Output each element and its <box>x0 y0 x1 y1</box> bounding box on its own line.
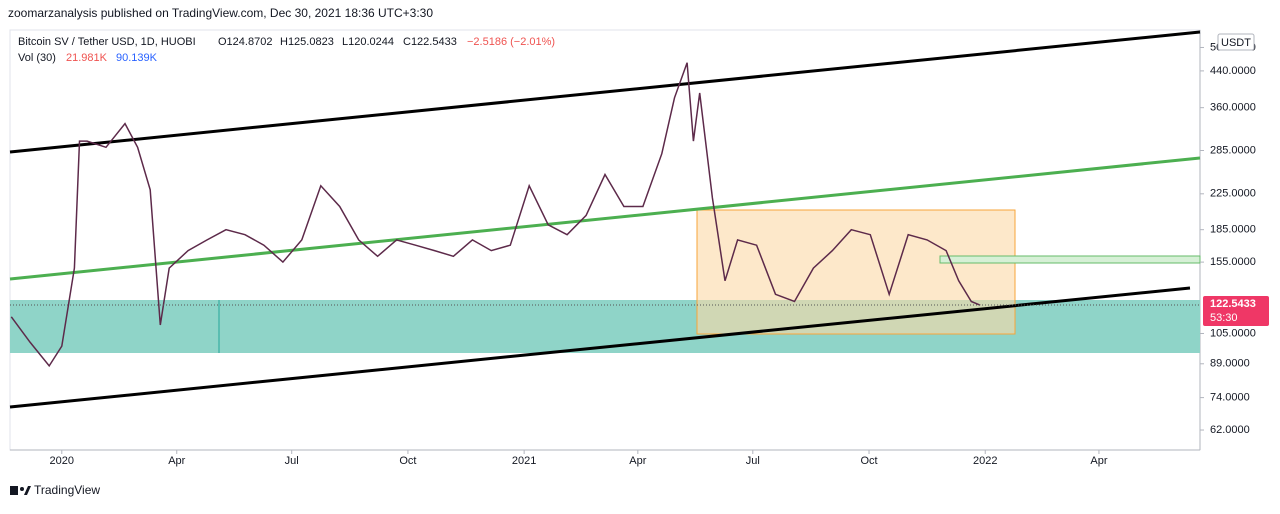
publish-info: zoomarzanalysis published on TradingView… <box>8 6 433 20</box>
legend-close: C122.5433 <box>403 36 457 48</box>
y-tick-label: 155.0000 <box>1210 256 1256 268</box>
channel-top <box>9 30 1201 154</box>
y-tick-label: 185.0000 <box>1210 224 1256 236</box>
x-tick-label: Apr <box>168 455 185 467</box>
legend-vol-value: 21.981K <box>66 52 108 64</box>
currency-badge[interactable] <box>1217 33 1255 51</box>
x-tick-label: Oct <box>399 455 416 467</box>
legend-low: L120.0244 <box>342 36 394 48</box>
y-tick-label: 360.0000 <box>1210 102 1256 114</box>
price-tag <box>1203 296 1269 326</box>
legend-open: O124.8702 <box>218 36 272 48</box>
x-tick-label: Jul <box>746 455 760 467</box>
resistance-zone <box>939 255 1201 264</box>
x-tick-label: Oct <box>860 455 877 467</box>
support-zone <box>10 300 1200 353</box>
legend-vol-ma: 90.139K <box>116 52 158 64</box>
price-tag-countdown: 53:30 <box>1210 312 1238 324</box>
x-tick-label: Jul <box>285 455 299 467</box>
legend-symbol: Bitcoin SV / Tether USD, 1D, HUOBI <box>18 36 196 48</box>
legend-change: −2.5186 (−2.01%) <box>467 36 555 48</box>
y-tick-label: 105.0000 <box>1210 327 1256 339</box>
x-tick-label: Apr <box>1090 455 1107 467</box>
y-tick-label: 62.0000 <box>1210 424 1250 436</box>
y-tick-label: 440.0000 <box>1210 65 1256 77</box>
y-tick-label: 89.0000 <box>1210 358 1250 370</box>
brand: TradingView <box>34 483 100 497</box>
x-tick-label: 2022 <box>973 455 997 467</box>
channel-mid <box>9 156 1201 281</box>
tv-logo <box>10 486 31 495</box>
currency-label[interactable]: USDT <box>1221 37 1251 49</box>
price-tag-value: 122.5433 <box>1210 298 1256 310</box>
x-tick-label: Apr <box>629 455 646 467</box>
channel-bottom <box>9 286 1191 409</box>
legend-high: H125.0823 <box>280 36 334 48</box>
y-tick-label: 74.0000 <box>1210 392 1250 404</box>
price-line <box>10 62 981 368</box>
x-tick-label: 2020 <box>50 455 74 467</box>
range-box <box>696 209 1016 335</box>
y-tick-label: 225.0000 <box>1210 188 1256 200</box>
x-tick-label: 2021 <box>512 455 536 467</box>
legend-vol: Vol (30) <box>18 52 56 64</box>
y-tick-label: 285.0000 <box>1210 144 1256 156</box>
